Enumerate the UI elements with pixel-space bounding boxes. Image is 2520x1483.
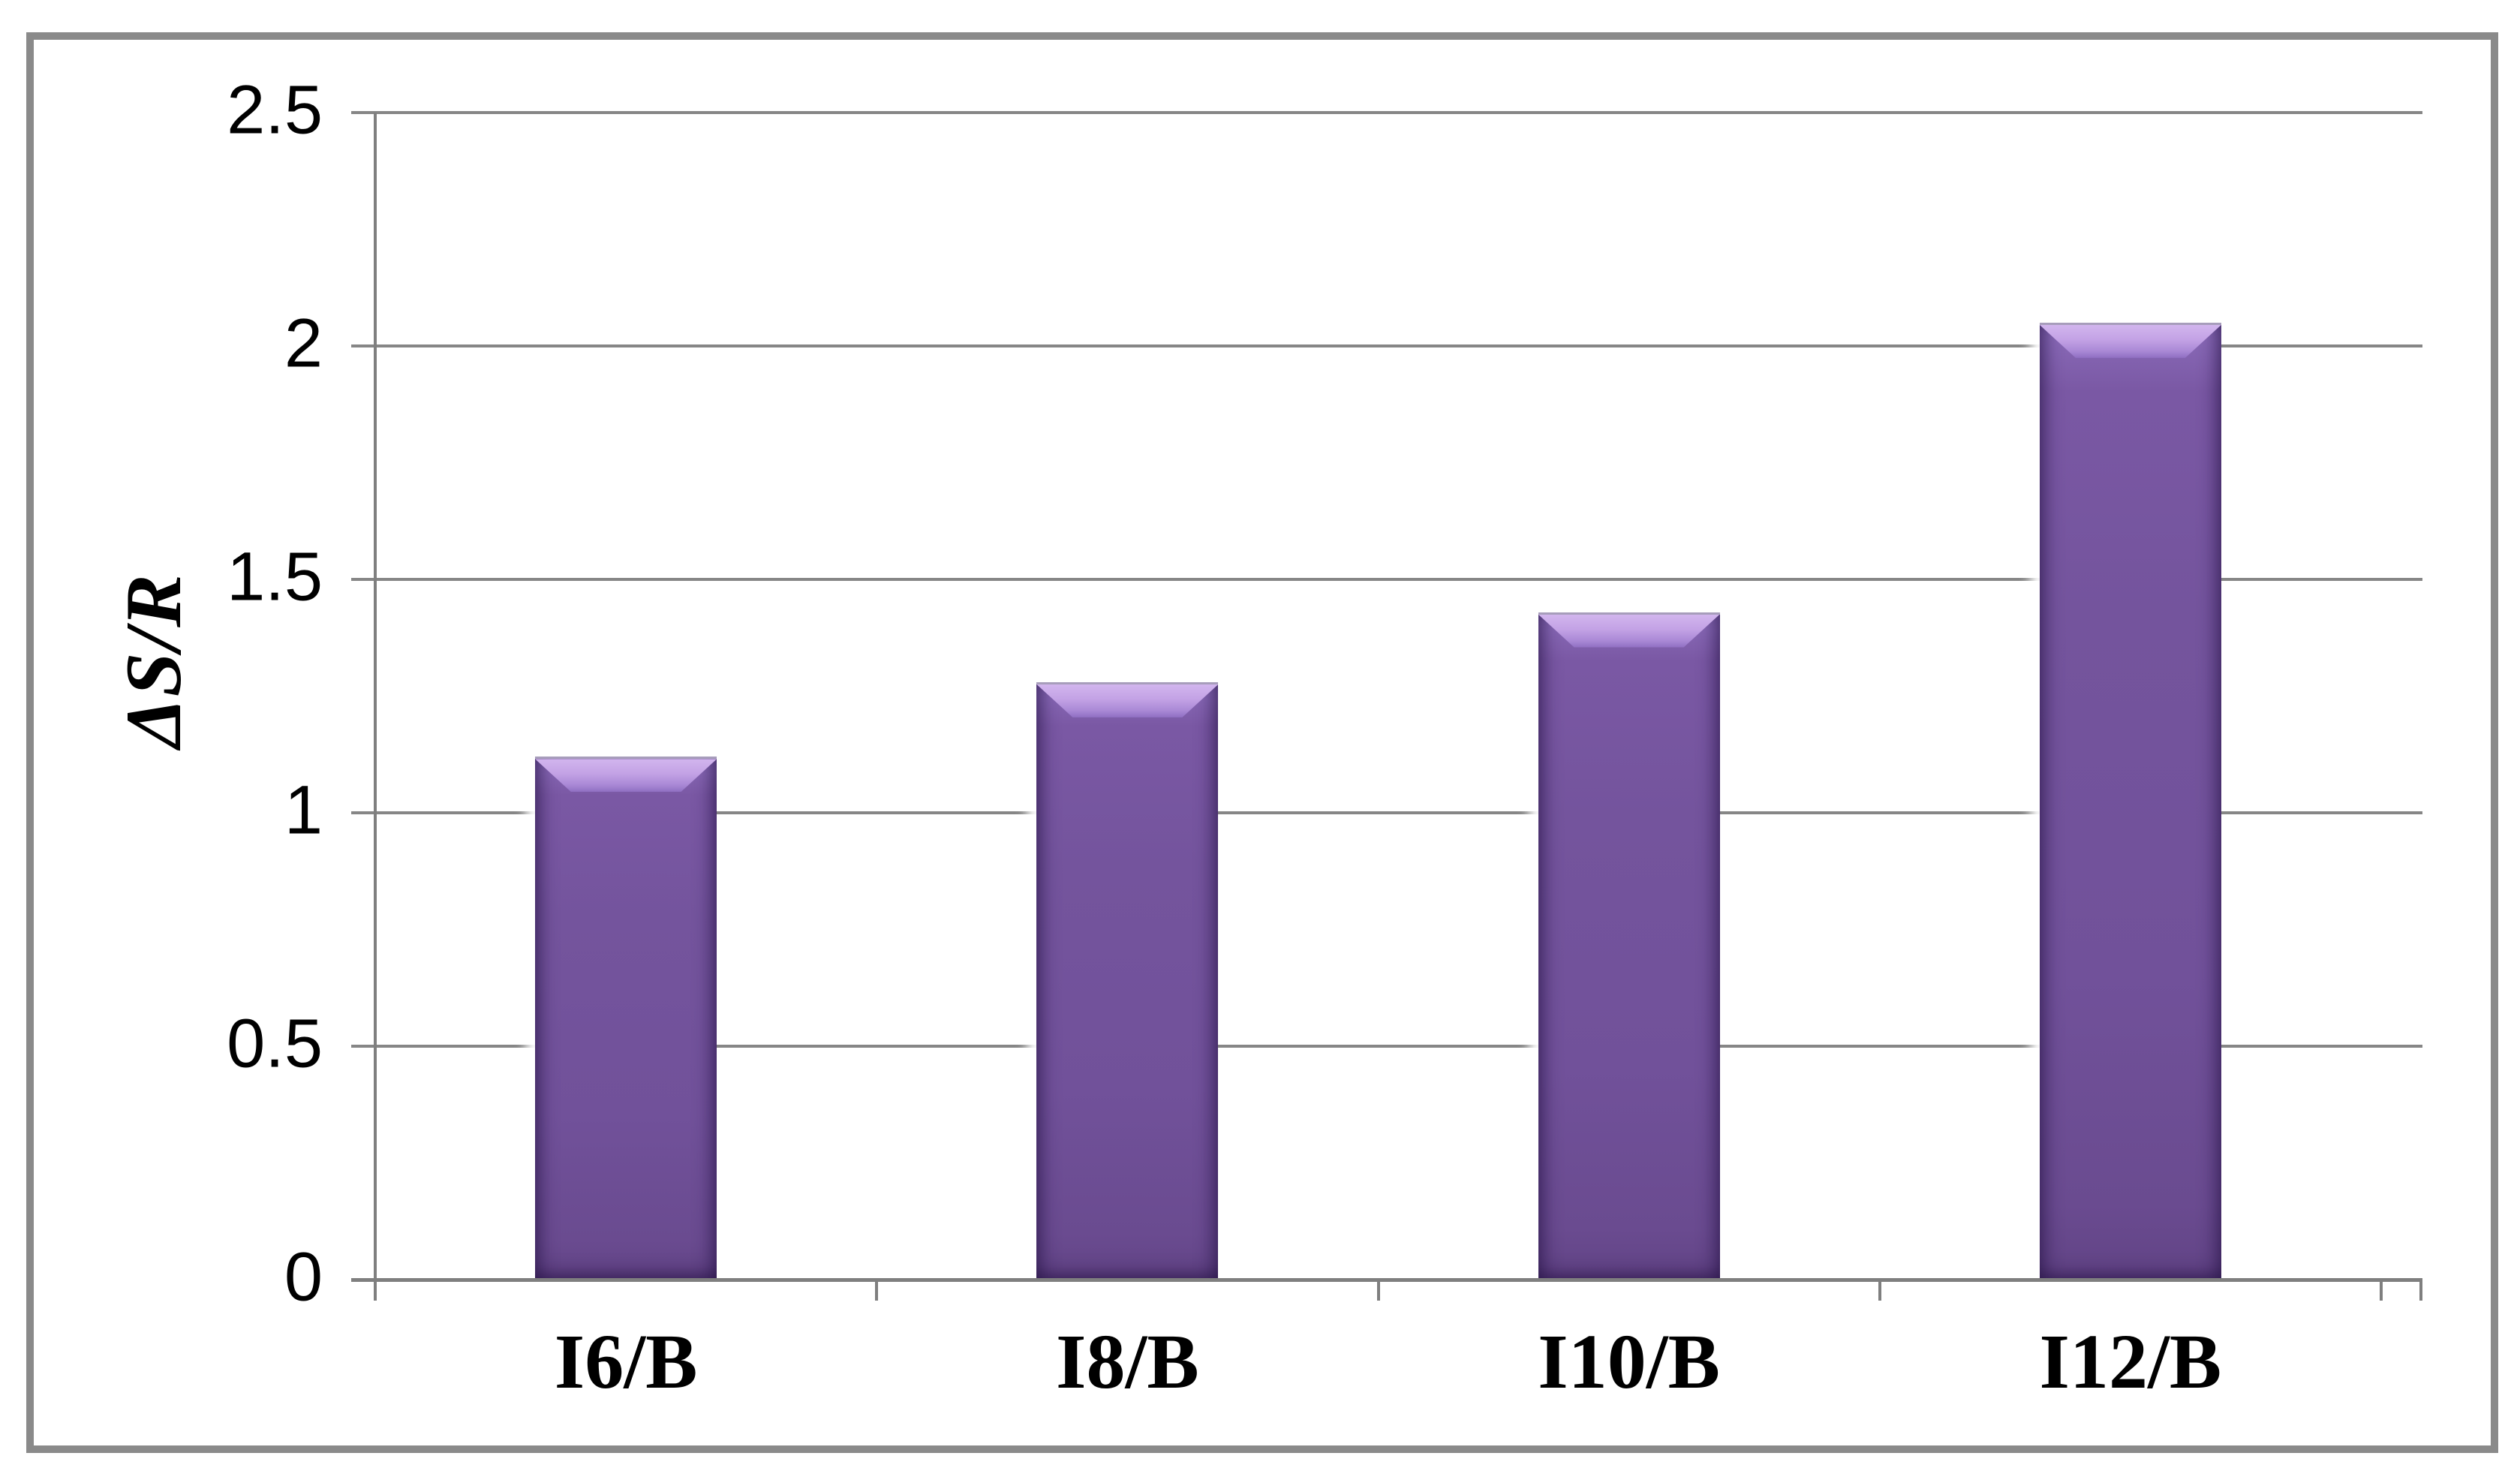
- x-axis-label: I12/B: [2039, 1319, 2222, 1405]
- gridline: [351, 111, 2422, 114]
- bar-I12/B: [2039, 322, 2221, 1282]
- y-tick-label: 0.5: [227, 1005, 323, 1082]
- axis-end-tick: [2419, 1280, 2422, 1301]
- bar-I6/B: [535, 757, 717, 1282]
- x-axis-label: I6/B: [554, 1319, 698, 1405]
- category-boundary-tick: [1878, 1280, 1881, 1301]
- bar-I8/B: [1036, 681, 1219, 1282]
- x-axis-line: [351, 1278, 2422, 1282]
- y-tick-label: 2.5: [227, 71, 323, 149]
- y-tick-label: 0: [284, 1238, 323, 1316]
- category-boundary-tick: [1376, 1280, 1380, 1301]
- y-axis-line: [374, 113, 377, 1301]
- category-boundary-tick: [875, 1280, 879, 1301]
- gridline: [351, 344, 2422, 347]
- x-axis-label: I10/B: [1538, 1319, 1720, 1405]
- y-tick-label: 1: [284, 772, 323, 849]
- bar-I10/B: [1538, 612, 1720, 1282]
- gridline: [351, 1045, 2422, 1048]
- y-axis-title: ΔS/R: [110, 573, 197, 748]
- y-tick-label: 2: [284, 305, 323, 382]
- x-axis-label: I8/B: [1056, 1319, 1199, 1405]
- category-boundary-tick: [2380, 1280, 2383, 1301]
- gridline: [351, 811, 2422, 814]
- gridline: [351, 578, 2422, 581]
- y-tick-label: 1.5: [227, 538, 323, 615]
